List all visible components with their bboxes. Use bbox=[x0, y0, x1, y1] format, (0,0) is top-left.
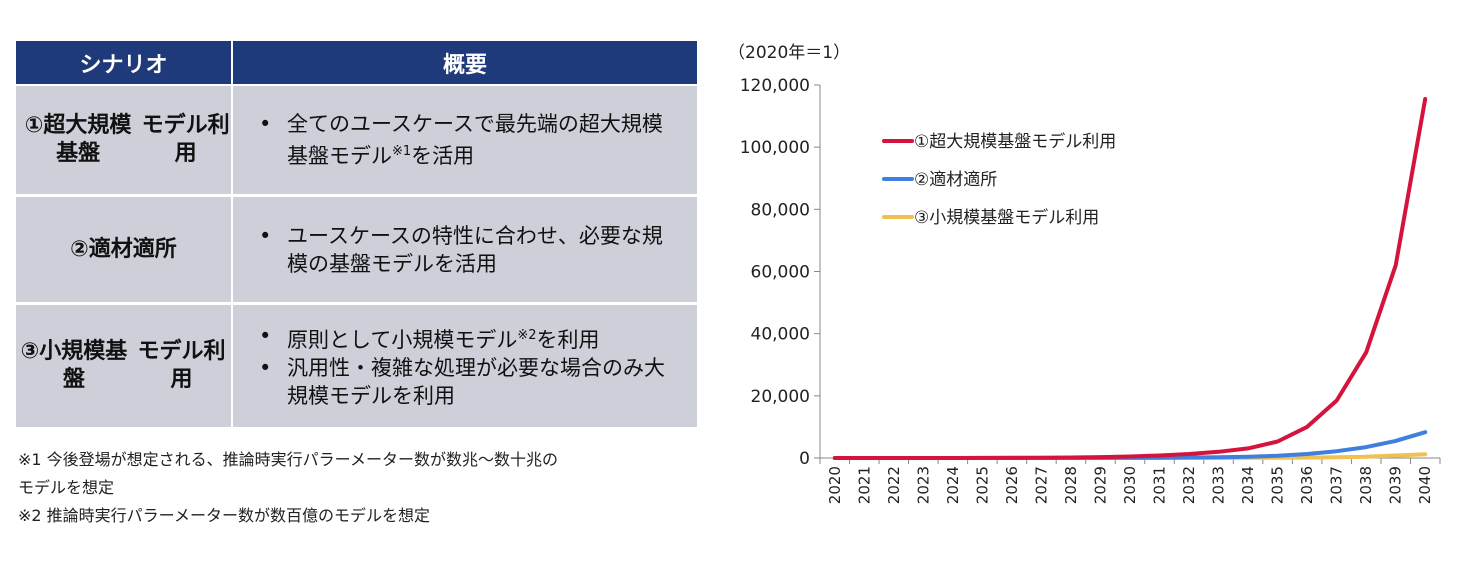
scenario-name-line: ③小規模基盤 bbox=[20, 339, 128, 392]
x-tick-label: 2029 bbox=[1091, 466, 1109, 504]
bullet-mark: • bbox=[259, 324, 272, 348]
bullet-mark: • bbox=[259, 223, 272, 248]
header-scenario: シナリオ bbox=[16, 41, 233, 84]
x-tick-label: 2036 bbox=[1298, 466, 1316, 504]
y-tick-label: 80,000 bbox=[751, 200, 810, 220]
y-tick-label: 60,000 bbox=[751, 263, 810, 283]
line-chart: （2020年＝1） 0 20,000 40,000 60,000 80,000 100,0… bbox=[728, 43, 1441, 504]
x-tick-label: 2021 bbox=[855, 466, 873, 504]
summary-cell: • 全てのユースケースで最先端の超大規模基盤モデル※1を活用 bbox=[233, 86, 697, 194]
y-tick-label: 120,000 bbox=[740, 76, 810, 96]
y-tick-label: 20,000 bbox=[751, 387, 810, 407]
x-tick-label: 2031 bbox=[1151, 466, 1169, 504]
footnote-line: ※1 今後登場が想定される、推論時実行パラーメーター数が数兆～数十兆の bbox=[18, 450, 559, 469]
x-tick-label: 2039 bbox=[1387, 466, 1405, 504]
table-header: シナリオ 概要 bbox=[16, 41, 697, 86]
x-tick-label: 2025 bbox=[973, 466, 991, 504]
scenario-cell: ②適材適所 bbox=[16, 197, 233, 302]
legend-label: ③小規模基盤モデル利用 bbox=[914, 207, 1099, 228]
table-row: ②適材適所 • ユースケースの特性に合わせ、必要な規模の基盤モデルを活用 bbox=[16, 197, 697, 305]
legend-label: ①超大規模基盤モデル利用 bbox=[914, 131, 1116, 152]
x-tick-label: 2035 bbox=[1269, 466, 1287, 504]
x-tick-label: 2024 bbox=[944, 466, 962, 504]
table-row: ①超大規模基盤 モデル利用 • 全てのユースケースで最先端の超大規模基盤モデル※1を活… bbox=[16, 86, 697, 197]
scenario-cell: ③小規模基盤 モデル利用 bbox=[16, 305, 233, 427]
x-tick-label: 2038 bbox=[1357, 466, 1375, 504]
bullet-text: 全てのユースケースで最先端の超大規模基盤モデル※1を活用 bbox=[287, 112, 663, 168]
summary-bullet: • 汎用性・複雑な処理が必要な場合のみ大規模モデルを利用 bbox=[249, 354, 697, 410]
y-tick-label: 0 bbox=[799, 449, 810, 469]
scenario-name-line: ①超大規模基盤 bbox=[24, 113, 132, 166]
x-tick-label: 2040 bbox=[1416, 466, 1434, 504]
x-tick-label: 2032 bbox=[1180, 466, 1198, 504]
footnote-line: ※2 推論時実行パラーメーター数が数百億のモデルを想定 bbox=[18, 506, 431, 525]
legend-label: ②適材適所 bbox=[914, 170, 997, 190]
bullet-text: 原則として小規模モデル※2を利用 bbox=[287, 328, 600, 352]
scenario-cell: ①超大規模基盤 モデル利用 bbox=[16, 86, 233, 194]
y-tick-label: 100,000 bbox=[740, 138, 810, 158]
chart-axes: 0 20,000 40,000 60,000 80,000 100,000 120,000 2… bbox=[740, 76, 1441, 504]
bullet-text: 汎用性・複雑な処理が必要な場合のみ大規模モデルを利用 bbox=[287, 356, 665, 408]
bullet-text: ユースケースの特性に合わせ、必要な規模の基盤モデルを活用 bbox=[287, 223, 663, 276]
x-tick-label: 2027 bbox=[1032, 466, 1050, 504]
footnote-line: モデルを想定 bbox=[18, 478, 115, 497]
series-line bbox=[832, 97, 1428, 460]
x-tick-label: 2022 bbox=[885, 466, 903, 504]
bullet-mark: • bbox=[259, 356, 272, 380]
x-tick-label: 2026 bbox=[1003, 466, 1021, 504]
summary-bullet: • ユースケースの特性に合わせ、必要な規模の基盤モデルを活用 bbox=[249, 222, 697, 278]
scenario-table: シナリオ 概要 ①超大規模基盤 モデル利用 • 全てのユースケースで最先端の超大規模基… bbox=[16, 41, 697, 430]
x-tick-label: 2020 bbox=[826, 466, 844, 504]
header-summary: 概要 bbox=[442, 52, 487, 78]
x-tick-label: 2028 bbox=[1062, 466, 1080, 504]
summary-cell: • ユースケースの特性に合わせ、必要な規模の基盤モデルを活用 bbox=[233, 197, 697, 302]
series-layer bbox=[832, 97, 1428, 460]
table-body: ①超大規模基盤 モデル利用 • 全てのユースケースで最先端の超大規模基盤モデル※1を活… bbox=[16, 86, 697, 430]
summary-cell: • 原則として小規模モデル※2を利用 • 汎用性・複雑な処理が必要な場合のみ大規模モデ… bbox=[233, 305, 697, 427]
x-tick-label: 2030 bbox=[1121, 466, 1139, 504]
x-tick-label: 2037 bbox=[1328, 466, 1346, 504]
series-line bbox=[832, 430, 1428, 460]
chart-legend: ①超大規模基盤モデル利用 ②適材適所 ③小規模基盤モデル利用 bbox=[882, 131, 1116, 228]
x-tick-label: 2033 bbox=[1210, 466, 1228, 504]
x-tick-label: 2023 bbox=[914, 466, 932, 504]
summary-bullet: • 全てのユースケースで最先端の超大規模基盤モデル※1を活用 bbox=[249, 110, 697, 170]
y-tick-label: 40,000 bbox=[751, 325, 810, 345]
summary-bullet: • 原則として小規模モデル※2を利用 bbox=[249, 322, 697, 354]
scenario-name-line: モデル利用 bbox=[141, 113, 230, 166]
scenario-name-line: ②適材適所 bbox=[70, 236, 177, 262]
table-row: ③小規模基盤 モデル利用 • 原則として小規模モデル※2を利用 • 汎用性・複雑な処理が必… bbox=[16, 305, 697, 430]
bullet-mark: • bbox=[259, 112, 272, 136]
x-tick-label: 2034 bbox=[1239, 466, 1257, 504]
footnote-ref: ※2 bbox=[517, 328, 537, 343]
footnotes: ※1 今後登場が想定される、推論時実行パラーメーター数が数兆～数十兆の モデルを… bbox=[18, 446, 558, 530]
footnote-ref: ※1 bbox=[392, 144, 412, 159]
unit-label: （2020年＝1） bbox=[728, 43, 850, 63]
scenario-name-line: モデル利用 bbox=[137, 339, 226, 392]
